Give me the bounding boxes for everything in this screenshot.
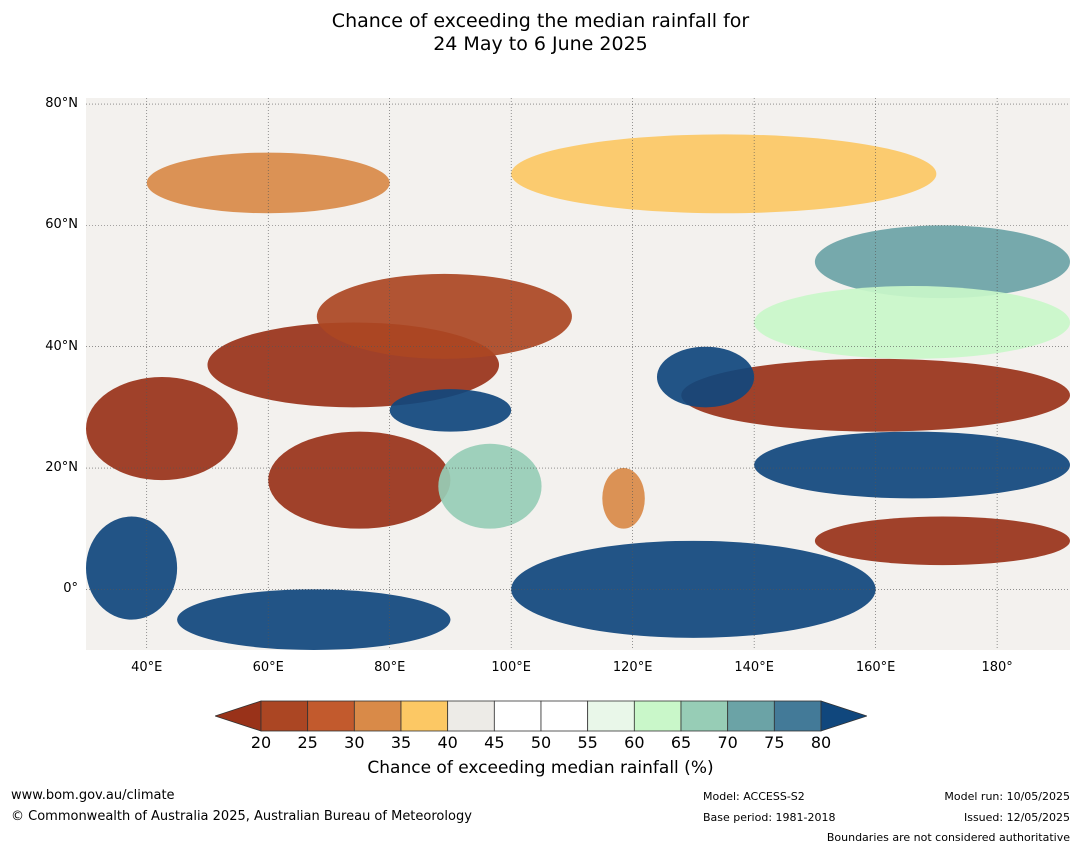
colorbar-tick-label: 75	[764, 733, 785, 752]
region-tibet-wet	[389, 389, 512, 432]
lat-label: 40°N	[45, 338, 78, 354]
colorbar-tick-label: 65	[670, 733, 692, 752]
colorbar-tick-label: 40	[437, 733, 458, 752]
rainfall-map	[86, 98, 1070, 650]
colorbar-bin	[400, 700, 449, 732]
lat-label: 0°	[63, 581, 78, 597]
lon-label: 100°E	[491, 660, 531, 675]
footer-base-period: Base period: 1981-2018	[703, 811, 836, 824]
colorbar-bin	[773, 700, 822, 732]
region-pacific-wet	[754, 431, 1070, 499]
colorbar-bin	[353, 700, 402, 732]
region-siberia-dry-1	[511, 134, 937, 214]
lat-label: 60°N	[45, 217, 78, 233]
colorbar-tick-label: 35	[390, 733, 412, 752]
colorbar-tick-label: 25	[297, 733, 318, 752]
footer-issued: Issued: 12/05/2025	[963, 811, 1070, 824]
region-maritime-wet	[511, 540, 876, 638]
footer-model: Model: ACCESS-S2	[703, 790, 805, 803]
colorbar-extend-high	[820, 700, 867, 732]
lon-label: 80°E	[374, 660, 406, 675]
colorbar-tick-label: 30	[344, 733, 365, 752]
region-arabia-dry	[86, 377, 238, 481]
colorbar-tick-label: 70	[717, 733, 738, 752]
colorbar-bin	[680, 700, 729, 732]
lat-label: 80°N	[45, 96, 78, 112]
colorbar-bin	[587, 700, 635, 732]
region-north-pacific-green	[754, 286, 1070, 359]
lon-label: 40°E	[131, 660, 163, 675]
region-mongolia-dry	[316, 273, 572, 359]
colorbar-tick-label: 50	[530, 733, 552, 752]
region-indian-ocean-wet	[177, 589, 451, 650]
colorbar-bin	[260, 700, 309, 732]
footer-copyright: © Commonwealth of Australia 2025, Austra…	[11, 809, 472, 824]
map-title-line2: 24 May to 6 June 2025	[433, 33, 648, 55]
lon-label: 60°E	[252, 660, 284, 675]
lon-label: 180°	[981, 660, 1013, 675]
colorbar-tick-label: 80	[810, 733, 832, 752]
colorbar-bin	[727, 700, 775, 732]
lon-label: 160°E	[855, 660, 896, 675]
region-bay-of-bengal-wet	[438, 443, 542, 529]
colorbar-tick-label: 20	[250, 733, 272, 752]
colorbar-bin	[493, 700, 542, 732]
region-okhotsk-wet	[814, 225, 1070, 299]
region-south-china-sea-dry	[602, 468, 645, 529]
region-korea-wet	[656, 346, 755, 408]
lon-label: 120°E	[612, 660, 653, 675]
colorbar-tick-label: 55	[577, 733, 598, 752]
footer-model-run: Model run: 10/05/2025	[944, 790, 1070, 803]
map-canvas	[86, 98, 1070, 650]
colorbar-tick-label: 60	[624, 733, 645, 752]
colorbar	[215, 700, 867, 732]
footer-url: www.bom.gov.au/climate	[11, 788, 175, 803]
region-india-dry	[268, 431, 451, 529]
lat-label: 20°N	[45, 460, 78, 476]
colorbar-bin	[447, 700, 495, 732]
colorbar-tick-label: 45	[484, 733, 505, 752]
footer-disclaimer: Boundaries are not considered authoritat…	[826, 831, 1070, 844]
colorbar-bin	[540, 700, 589, 732]
colorbar-bin	[633, 700, 682, 732]
graticule	[86, 98, 1070, 650]
region-east-africa-wet	[86, 516, 178, 620]
colorbar-extend-low	[215, 700, 262, 732]
region-pacific-dry-south	[814, 516, 1070, 566]
colorbar-label: Chance of exceeding median rainfall (%)	[367, 758, 714, 778]
rainfall-regions	[86, 134, 1070, 650]
map-title-line1: Chance of exceeding the median rainfall …	[331, 10, 750, 32]
lon-label: 140°E	[734, 660, 774, 675]
colorbar-bin	[307, 700, 355, 732]
